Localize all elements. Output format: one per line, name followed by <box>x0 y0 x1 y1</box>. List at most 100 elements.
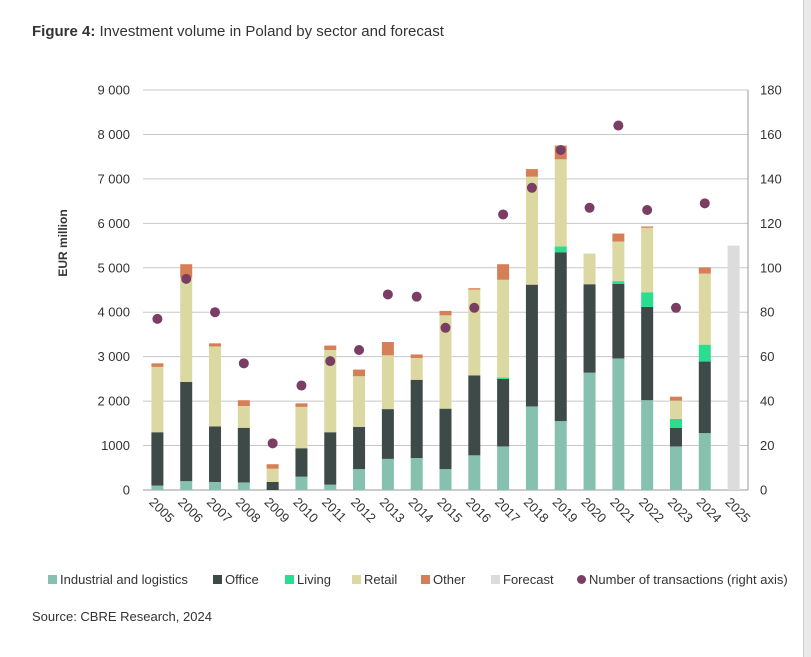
bar-segment <box>468 288 481 290</box>
bar-segment <box>497 377 510 379</box>
bar-segment <box>295 448 308 477</box>
bar-segment <box>698 344 711 362</box>
bar-segment <box>669 427 682 447</box>
transaction-point <box>152 313 163 324</box>
bar-segment <box>497 264 510 280</box>
bar-segment <box>554 252 567 422</box>
transaction-point <box>325 356 336 367</box>
bar-segment <box>266 468 279 482</box>
x-tick-label: 2008 <box>233 495 264 526</box>
bar-segment <box>381 458 394 490</box>
bar-segment <box>237 406 250 428</box>
figure-title-bold: Figure 4: <box>32 23 96 40</box>
bar-segment <box>410 458 423 490</box>
y-tick-label: 3 000 <box>97 349 130 364</box>
y-tick-label: 5 000 <box>97 260 130 275</box>
y-axis-label: EUR million <box>56 209 70 276</box>
x-tick-label: 2005 <box>146 495 177 526</box>
x-tick-label: 2021 <box>607 495 638 526</box>
bar-segment <box>468 289 481 376</box>
transaction-point <box>238 358 249 369</box>
transaction-point <box>469 302 480 313</box>
x-tick-label: 2013 <box>377 495 408 526</box>
x-tick-label: 2025 <box>722 495 753 526</box>
transaction-point <box>411 291 422 302</box>
bar-segment <box>497 446 510 490</box>
transaction-point <box>210 307 221 318</box>
bar-segment <box>669 396 682 401</box>
bar-segment <box>209 482 222 490</box>
bar-segment <box>554 159 567 247</box>
legend-label: Office <box>225 572 259 587</box>
transaction-point <box>555 145 566 155</box>
bar-segment <box>497 279 510 378</box>
bar-segment <box>295 476 308 490</box>
y2-tick-label: 180 <box>760 83 782 98</box>
transaction-point <box>699 198 710 209</box>
bar-segment <box>410 379 423 458</box>
y-tick-label: 0 <box>123 483 130 498</box>
bar-segment <box>641 227 654 293</box>
bar-segment <box>151 432 164 486</box>
bar-segment <box>381 342 394 356</box>
transaction-point <box>613 120 624 131</box>
x-tick-label: 2009 <box>262 495 293 526</box>
bar-segment <box>612 233 625 242</box>
legend-label: Number of transactions (right axis) <box>589 572 788 587</box>
bar-segment <box>209 346 222 427</box>
bar-segment <box>525 284 538 407</box>
bar-segment <box>525 176 538 285</box>
transaction-point <box>267 438 278 449</box>
transaction-point <box>642 205 653 215</box>
bar-segment <box>180 264 193 278</box>
bar-segment <box>266 464 279 469</box>
y2-tick-label: 60 <box>760 349 774 364</box>
y2-tick-label: 40 <box>760 394 774 409</box>
legend-swatch <box>285 575 294 584</box>
x-tick-label: 2024 <box>694 495 725 526</box>
bar-segment <box>439 408 452 470</box>
x-tick-label: 2006 <box>175 495 206 526</box>
bar-segment <box>324 432 337 485</box>
bar-segment <box>583 253 596 285</box>
legend-swatch <box>421 575 430 584</box>
y-tick-label: 6 000 <box>97 216 130 231</box>
figure-title: Figure 4: Investment volume in Poland by… <box>32 23 444 40</box>
x-tick-label: 2016 <box>463 495 494 526</box>
bar-segment <box>324 345 337 350</box>
bar-segment <box>669 418 682 428</box>
bar-segment <box>497 378 510 447</box>
bar-segment <box>641 306 654 401</box>
bar-segment <box>698 273 711 345</box>
bar-segment <box>525 406 538 490</box>
bar-segment <box>180 277 193 382</box>
bar-segment <box>468 375 481 456</box>
transaction-point <box>181 273 192 284</box>
bar-segment <box>410 354 423 358</box>
bar-segment <box>554 421 567 490</box>
bar-segment <box>151 363 164 367</box>
bar-segment <box>324 484 337 490</box>
bar-segment <box>353 376 366 427</box>
bar-segment <box>612 358 625 490</box>
transaction-point <box>354 345 365 355</box>
legend-label: Retail <box>364 572 397 587</box>
bar-segment <box>641 400 654 490</box>
y2-tick-label: 0 <box>760 483 767 498</box>
figure-title-text: Investment volume in Poland by sector an… <box>95 23 444 40</box>
y-tick-label: 1000 <box>101 438 130 453</box>
transaction-point <box>498 209 509 220</box>
legend-swatch <box>352 575 361 584</box>
bar-segment <box>583 284 596 373</box>
x-tick-label: 2022 <box>636 495 667 526</box>
x-tick-label: 2017 <box>492 495 523 526</box>
bar-segment <box>353 426 366 470</box>
bar-segment <box>209 343 222 347</box>
bar-segment <box>698 361 711 434</box>
bar-segment <box>353 469 366 490</box>
y-tick-label: 7 000 <box>97 171 130 186</box>
legend-label: Other <box>433 572 466 587</box>
bar-segment <box>295 406 308 449</box>
y-tick-label: 4 000 <box>97 305 130 320</box>
bar-segment <box>698 433 711 490</box>
